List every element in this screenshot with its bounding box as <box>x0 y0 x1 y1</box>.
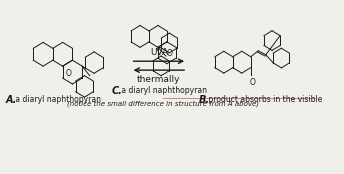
Text: UVA: UVA <box>150 48 168 57</box>
Text: O: O <box>167 49 173 58</box>
Text: a diaryl naphthopyran: a diaryl naphthopyran <box>13 95 101 104</box>
Text: a diaryl naphthopyran: a diaryl naphthopyran <box>119 86 207 95</box>
Text: product absorbs in the visible: product absorbs in the visible <box>206 95 322 104</box>
Text: thermally: thermally <box>137 75 181 84</box>
Text: A.: A. <box>6 95 17 105</box>
Text: O: O <box>65 69 72 78</box>
Text: C.: C. <box>112 86 123 96</box>
Text: B.: B. <box>198 95 209 105</box>
Text: (notice the small difference in structure from A above): (notice the small difference in structur… <box>67 100 259 106</box>
Text: O: O <box>250 78 256 87</box>
